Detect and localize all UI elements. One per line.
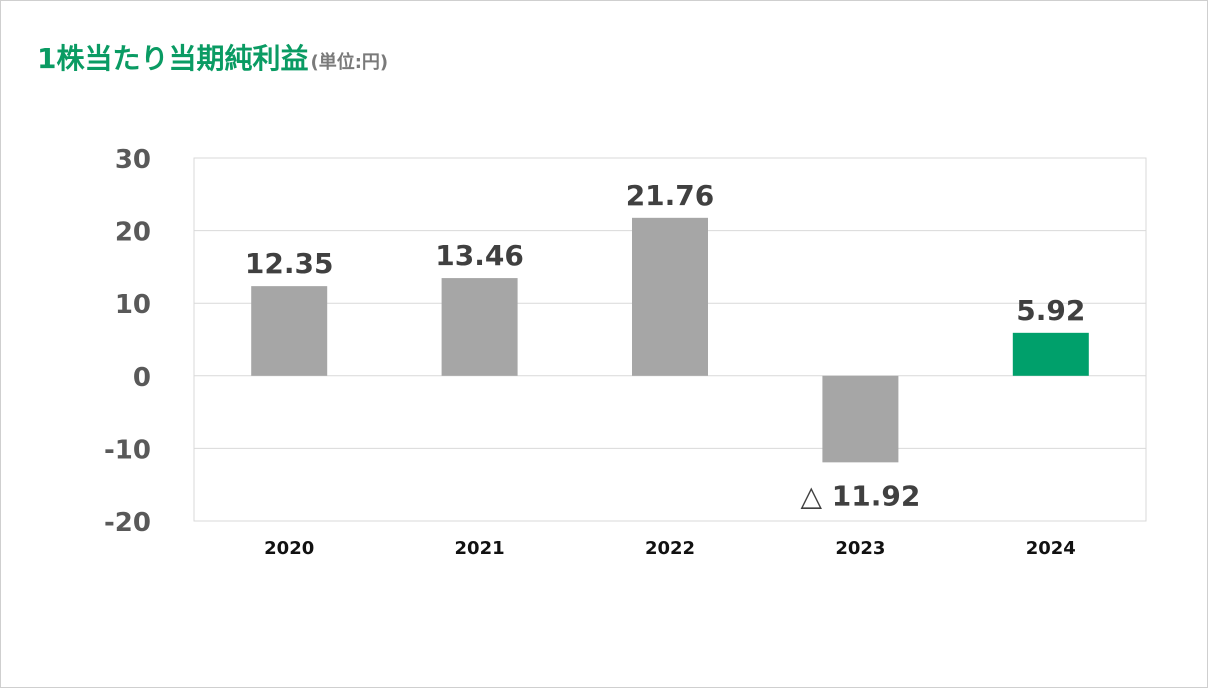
category-label-2024: 2024	[1026, 538, 1076, 559]
data-label-2024: 5.92	[1016, 294, 1085, 327]
data-label-2022: 21.76	[626, 179, 715, 212]
category-labels: 2020 2021 2022 2023 2024	[264, 538, 1076, 559]
bar-2024	[1012, 332, 1089, 376]
bar-2022	[632, 217, 708, 376]
data-label-2023: △ 11.92	[800, 479, 920, 512]
chart-title: 1株当たり当期純利益 (単位:円)	[37, 45, 388, 73]
y-axis-tick-label: 0	[133, 363, 151, 393]
category-label-2023: 2023	[835, 538, 885, 559]
y-axis-tick-label: 10	[115, 290, 151, 320]
y-axis-tick-label: 30	[115, 145, 151, 175]
data-label-2021: 13.46	[435, 239, 524, 272]
category-label-2020: 2020	[264, 538, 314, 559]
bar-2020	[251, 286, 328, 376]
chart-unit-label: (単位:円)	[310, 52, 389, 73]
bars	[251, 217, 1089, 463]
y-axis-tick-label: -10	[104, 435, 151, 465]
chart-title-main: 1株当たり当期純利益	[37, 42, 309, 75]
y-axis-tick-label: -20	[104, 508, 151, 538]
bar-2021	[441, 278, 518, 376]
category-label-2021: 2021	[455, 538, 505, 559]
data-labels: 12.35 13.46 21.76 △ 11.92 5.92	[245, 179, 1085, 513]
y-axis-tick-label: 20	[115, 218, 151, 248]
category-label-2022: 2022	[645, 538, 695, 559]
bar-2023	[822, 375, 899, 463]
y-axis-tick-labels: 30 20 10 0 -10 -20	[104, 145, 151, 538]
data-label-2020: 12.35	[245, 247, 334, 280]
